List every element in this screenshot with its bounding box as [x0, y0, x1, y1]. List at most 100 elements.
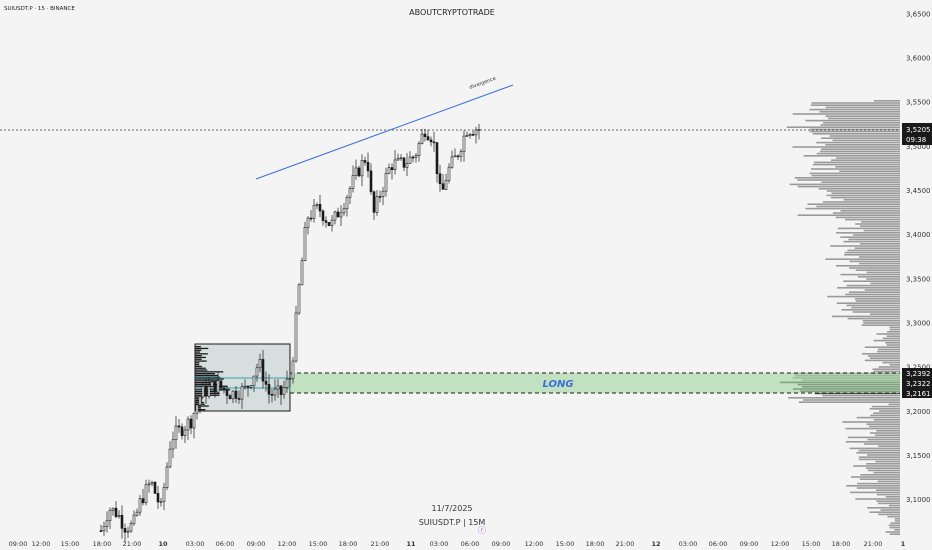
volume-profile-bar: [823, 122, 900, 124]
y-tick-label: 3,4000: [906, 231, 931, 239]
volume-profile-bar: [861, 221, 900, 223]
volume-profile-bar: [825, 258, 900, 260]
y-tick-label: 3,3500: [906, 275, 931, 283]
volume-profile-bar: [821, 181, 900, 183]
volume-profile-bar: [816, 141, 900, 144]
candle-body: [372, 191, 376, 213]
volume-profile-bar: [846, 485, 900, 487]
volume-profile-bar: [868, 425, 900, 428]
volume-profile-bar: [865, 467, 900, 469]
candle-body: [249, 385, 253, 388]
volume-profile-bar: [840, 210, 900, 212]
consolidation-profile-bar: [195, 369, 208, 371]
volume-profile-bar: [859, 478, 900, 480]
volume-profile-bar: [871, 405, 900, 408]
volume-profile-bar: [825, 115, 900, 117]
candle-body: [144, 484, 148, 504]
volume-profile-bar: [822, 201, 900, 203]
x-tick-label: 06:00: [461, 540, 480, 548]
candle-body: [114, 507, 118, 517]
volume-profile-bar: [846, 284, 900, 287]
candle-body: [366, 161, 370, 172]
volume-profile-bar: [867, 469, 900, 472]
candle-body: [459, 151, 463, 157]
x-tick-label: 18:00: [339, 540, 358, 548]
candle-body: [147, 483, 151, 486]
x-tick-label: 09:00: [9, 540, 28, 548]
volume-profile: [780, 100, 900, 535]
volume-profile-bar: [830, 196, 900, 199]
volume-profile-bar: [886, 344, 900, 346]
volume-profile-bar: [844, 251, 900, 254]
volume-profile-bar: [827, 117, 900, 120]
candle-body: [357, 167, 361, 177]
volume-profile-bar: [856, 487, 900, 489]
volume-profile-bar: [816, 205, 900, 208]
volume-profile-bar: [803, 155, 900, 157]
volume-profile-bar: [889, 526, 900, 529]
volume-profile-bar: [866, 271, 900, 274]
time-axis[interactable]: 09:00 12:00 15:00 18:00 21:00 10 03:00 06:00 09:…: [9, 540, 906, 548]
volume-profile-bar: [856, 416, 900, 419]
candle-body: [123, 528, 127, 533]
volume-profile-bar: [809, 108, 900, 111]
candle-body: [255, 367, 259, 377]
candle-body: [342, 208, 346, 214]
candle-body: [246, 385, 250, 388]
candle-body: [432, 141, 436, 144]
volume-profile-bar: [886, 335, 900, 337]
x-tick-label: 12:00: [32, 540, 51, 548]
x-tick-label: 21:00: [123, 540, 142, 548]
consolidation-profile-bar: [195, 364, 200, 366]
candle-body: [222, 387, 226, 391]
candle-body: [402, 157, 406, 168]
candle-body: [312, 205, 316, 219]
volume-profile-bar: [845, 218, 900, 221]
x-tick-label: 11: [406, 540, 416, 548]
volume-profile-bar: [859, 256, 900, 258]
volume-profile-bar: [864, 346, 900, 348]
volume-profile-bar: [876, 333, 900, 335]
info-icon[interactable]: ⓡ: [478, 526, 486, 535]
candle-body: [288, 378, 292, 380]
volume-profile-bar: [802, 399, 900, 401]
candle-body: [441, 183, 445, 190]
volume-profile-bar: [888, 403, 900, 406]
x-tick-label: 15:00: [61, 540, 80, 548]
candle-body: [195, 404, 199, 414]
volume-profile-bar: [855, 223, 900, 225]
volume-profile-bar: [859, 262, 900, 265]
volume-profile-bar: [875, 460, 900, 463]
candle-body: [330, 219, 334, 226]
volume-profile-bar: [849, 447, 900, 450]
x-tick-label: 06:00: [709, 540, 728, 548]
volume-profile-bar: [853, 465, 900, 467]
volume-profile-bar: [866, 463, 900, 465]
volume-profile-bar: [860, 474, 900, 476]
volume-profile-bar: [887, 331, 900, 333]
candle-body: [282, 387, 286, 395]
divergence-trendline[interactable]: [255, 84, 514, 180]
volume-profile-bar: [855, 498, 900, 500]
volume-profile-bar: [873, 471, 900, 474]
consolidation-profile-bar: [195, 383, 219, 386]
volume-profile-bar: [845, 441, 900, 443]
countdown-value: 09:38: [906, 136, 926, 144]
volume-profile-bar: [877, 480, 900, 483]
x-tick-label: 15:00: [556, 540, 575, 548]
price-axis[interactable]: 3,6500 3,6000 3,5500 3,5000 3,4500 3,4000 3,35…: [906, 10, 931, 504]
volume-profile-bar: [811, 102, 900, 104]
consolidation-profile-bar: [195, 353, 208, 355]
consolidation-profile-bar: [195, 378, 224, 380]
date-label: 11/7/2025: [431, 504, 472, 513]
candle-body: [315, 204, 319, 206]
long-zone-label: LONG: [542, 379, 573, 390]
volume-profile-bar: [858, 458, 900, 461]
volume-profile-bar: [826, 190, 900, 192]
candle-body: [267, 384, 271, 395]
volume-profile-bar: [794, 177, 900, 179]
x-tick-label: 1: [901, 540, 906, 548]
volume-profile-bar: [847, 436, 900, 439]
